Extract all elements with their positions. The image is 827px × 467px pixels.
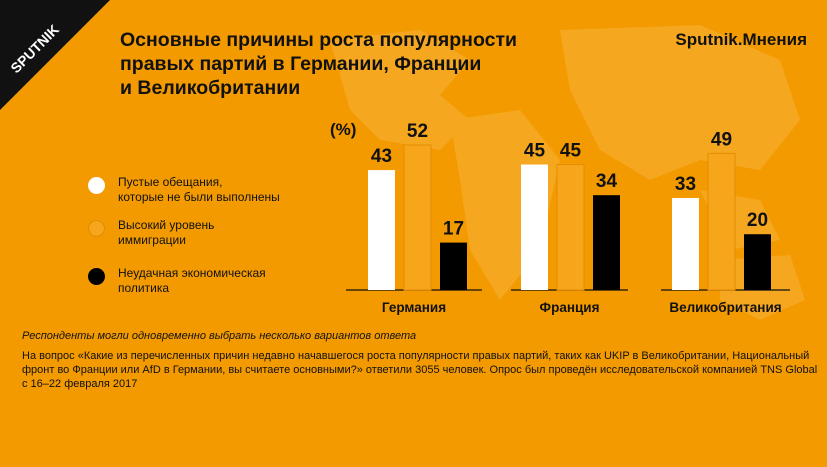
survey-footnote: На вопрос «Какие из перечисленных причин… <box>22 349 818 391</box>
bar-value-label: 17 <box>443 219 464 240</box>
bar-value-label: 34 <box>596 171 618 192</box>
title-line: Основные причины роста популярности <box>120 29 517 51</box>
legend-line: политика <box>118 281 169 295</box>
bar-value-label: 52 <box>407 121 428 142</box>
category-label: Великобритания <box>669 300 781 315</box>
bar-value-label: 45 <box>524 141 546 162</box>
legend-label: Пустые обещания, которые не были выполне… <box>118 175 318 205</box>
legend-line: Неудачная экономическая <box>118 266 266 280</box>
legend-line: Пустые обещания, <box>118 175 223 189</box>
chart-title: Основные причины роста популярности прав… <box>120 28 590 100</box>
legend-line: которые не были выполнены <box>118 190 280 204</box>
legend-line: иммиграции <box>118 233 186 247</box>
bar <box>744 234 771 290</box>
bar <box>672 197 699 290</box>
bar <box>403 144 432 291</box>
footnote-line: фронт во Франции или AfD в Германии, вы … <box>22 364 818 376</box>
bar-value-label: 33 <box>675 174 696 195</box>
bar <box>707 152 736 291</box>
bar <box>440 242 467 290</box>
category-label: Германия <box>382 300 446 315</box>
footnote-line: На вопрос «Какие из перечисленных причин… <box>22 350 810 362</box>
legend-swatch-orange <box>88 220 105 237</box>
bar-value-label: 20 <box>747 210 768 231</box>
legend-label: Неудачная экономическая политика <box>118 266 318 296</box>
bar-value-label: 49 <box>711 129 732 150</box>
category-label: Франция <box>540 300 600 315</box>
bar <box>556 164 585 291</box>
title-line: и Великобритании <box>120 77 301 99</box>
title-line: правых партий в Германии, Франции <box>120 53 482 75</box>
sputnik-logo: SPUTNIK <box>0 0 110 110</box>
bar-value-label: 45 <box>560 141 582 162</box>
footnote-line: с 16–22 февраля 2017 <box>22 378 138 390</box>
unit-label: (%) <box>330 120 357 139</box>
bar <box>593 195 620 290</box>
legend-line: Высокий уровень <box>118 218 215 232</box>
bar <box>521 164 548 290</box>
legend-swatch-black <box>88 268 105 285</box>
brand-name: Sputnik.Мнения <box>675 30 807 49</box>
respondents-note: Респонденты могли одновременно выбрать н… <box>22 330 417 342</box>
legend-label: Высокий уровень иммиграции <box>118 218 318 248</box>
legend-swatch-white <box>88 177 105 194</box>
bar-value-label: 43 <box>371 146 392 167</box>
bar <box>368 170 395 290</box>
